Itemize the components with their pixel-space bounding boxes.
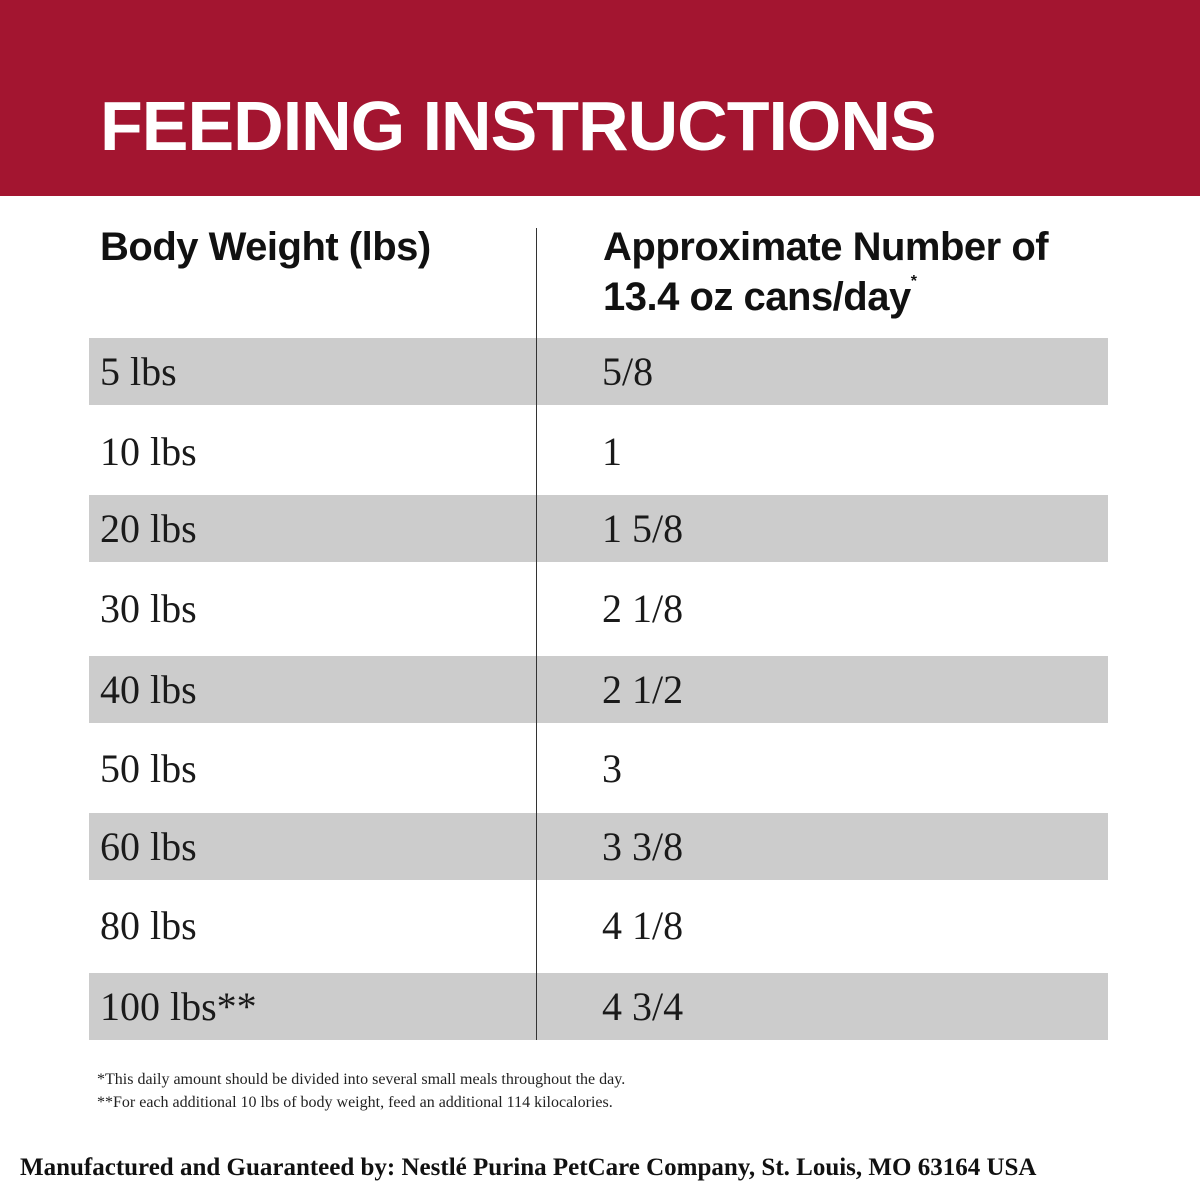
- cans-per-day-cell: 4 3/4: [602, 984, 684, 1029]
- table-row: 50 lbs 3: [89, 735, 1108, 802]
- page-title: FEEDING INSTRUCTIONS: [100, 87, 937, 165]
- body-weight-cell: 80 lbs: [100, 903, 197, 948]
- title-banner: FEEDING INSTRUCTIONS: [0, 0, 1200, 196]
- body-weight-cell: 30 lbs: [100, 586, 197, 631]
- table-row: 5 lbs 5/8: [89, 338, 1108, 405]
- table-row: 30 lbs 2 1/8: [89, 575, 1108, 642]
- header-cans-footnote-marker: *: [910, 273, 917, 290]
- column-divider: [536, 228, 537, 1040]
- footnote-additional-weight: **For each additional 10 lbs of body wei…: [97, 1094, 613, 1111]
- cans-per-day-cell: 1 5/8: [602, 506, 684, 551]
- cans-per-day-cell: 4 1/8: [602, 903, 684, 948]
- table-row: 60 lbs 3 3/8: [89, 813, 1108, 880]
- manufacturer-line: Manufactured and Guaranteed by: Nestlé P…: [20, 1154, 1037, 1181]
- body-weight-cell: 10 lbs: [100, 429, 197, 474]
- table-row: 10 lbs 1: [89, 418, 1108, 485]
- table-row: 100 lbs** 4 3/4: [89, 973, 1108, 1040]
- table-row: 80 lbs 4 1/8: [89, 892, 1108, 959]
- body-weight-cell: 50 lbs: [100, 746, 197, 791]
- header-cans-label: Approximate Number of 13.4 oz cans/day: [603, 225, 1049, 319]
- body-weight-cell: 40 lbs: [100, 667, 197, 712]
- cans-per-day-cell: 5/8: [602, 349, 654, 394]
- body-weight-cell: 60 lbs: [100, 824, 197, 869]
- cans-per-day-cell: 3: [602, 746, 622, 791]
- cans-per-day-cell: 2 1/8: [602, 586, 684, 631]
- cans-per-day-cell: 2 1/2: [602, 667, 684, 712]
- table-row: 40 lbs 2 1/2: [89, 656, 1108, 723]
- body-weight-cell: 100 lbs**: [100, 984, 257, 1029]
- footnotes: *This daily amount should be divided int…: [97, 1068, 625, 1114]
- table-row: 20 lbs 1 5/8: [89, 495, 1108, 562]
- body-weight-cell: 20 lbs: [100, 506, 197, 551]
- body-weight-cell: 5 lbs: [100, 349, 177, 394]
- header-body-weight: Body Weight (lbs): [100, 225, 431, 269]
- header-cans-per-day: Approximate Number of 13.4 oz cans/day*: [603, 222, 1103, 322]
- cans-per-day-cell: 3 3/8: [602, 824, 684, 869]
- footnote-daily-amount: *This daily amount should be divided int…: [97, 1071, 626, 1088]
- cans-per-day-cell: 1: [602, 429, 622, 474]
